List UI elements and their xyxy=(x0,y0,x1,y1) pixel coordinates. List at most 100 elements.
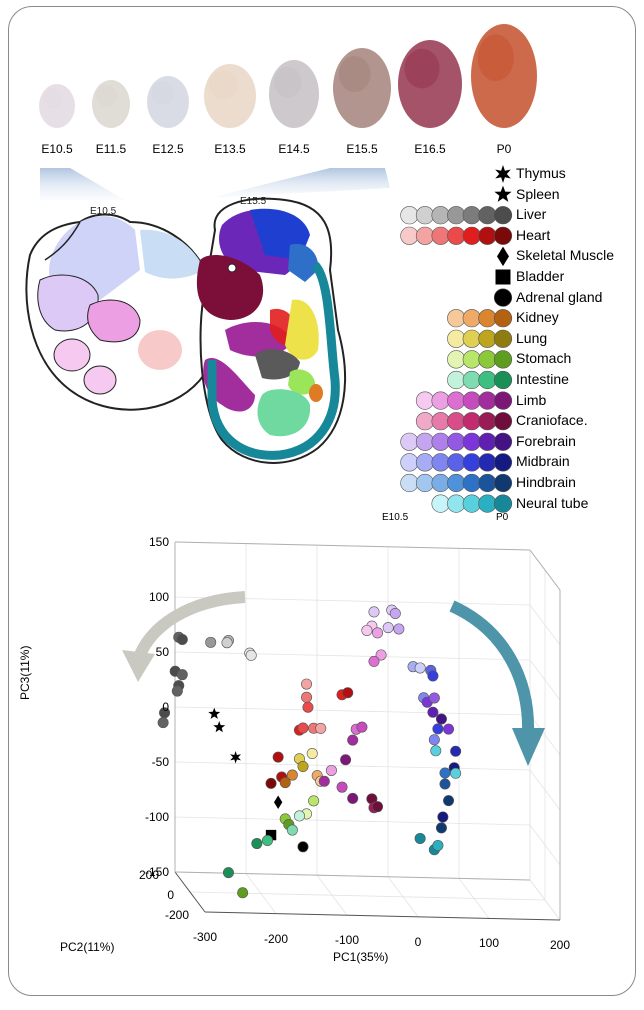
data-point xyxy=(245,649,257,661)
legend-swatch xyxy=(493,206,513,225)
data-point xyxy=(176,633,188,645)
legend-label: Midbrain xyxy=(516,453,570,470)
data-point xyxy=(318,775,330,787)
axis-edge xyxy=(174,541,531,551)
z-tick-label: 0 xyxy=(162,700,169,714)
data-point xyxy=(368,606,380,618)
data-point xyxy=(297,760,309,772)
legend-label: Liver xyxy=(516,206,547,223)
legend-label: Stomach xyxy=(516,350,572,367)
x-tick-label: 0 xyxy=(414,934,422,949)
x-axis-line xyxy=(204,911,561,921)
data-point xyxy=(450,767,462,779)
data-point xyxy=(208,707,221,719)
stage-label: E13.5 xyxy=(214,142,246,156)
data-point xyxy=(302,701,314,713)
e10-embryo-diagram xyxy=(25,213,219,411)
stage-label: E14.5 xyxy=(278,142,310,156)
grey-arrow-head xyxy=(122,650,155,682)
data-point xyxy=(372,627,384,639)
data-point xyxy=(347,792,359,804)
legend-label: Spleen xyxy=(516,185,560,202)
y-tick-label: 200 xyxy=(138,868,159,882)
data-point xyxy=(265,777,277,789)
data-point xyxy=(293,810,305,822)
legend-swatch xyxy=(493,391,513,410)
z-tick-label: 100 xyxy=(148,590,169,604)
data-point xyxy=(347,734,359,746)
legend-swatch xyxy=(493,494,513,513)
data-point xyxy=(430,745,442,757)
legend-label: Limb xyxy=(516,391,547,408)
stage-label: E16.5 xyxy=(414,142,446,156)
embryo-photo-e15-5 xyxy=(333,48,391,128)
data-point xyxy=(356,721,368,733)
embryo-photo-e13-5 xyxy=(204,64,256,128)
legend-swatch xyxy=(493,412,513,431)
data-point xyxy=(375,649,387,661)
legend-label: Skeletal Muscle xyxy=(516,247,615,264)
legend-label: Hindbrain xyxy=(516,474,576,490)
data-point xyxy=(443,795,455,807)
legend-swatch xyxy=(497,246,509,267)
z-tick-label: -100 xyxy=(144,810,169,824)
legend-label: Craniofacе. xyxy=(516,412,588,429)
stage-label: E15.5 xyxy=(346,142,378,156)
legend-swatch xyxy=(493,350,513,369)
trajectory-arrows xyxy=(122,591,545,766)
data-point xyxy=(176,669,188,681)
stage-label: E12.5 xyxy=(152,142,184,156)
data-point xyxy=(213,721,226,733)
grid-line xyxy=(174,706,531,716)
z-tick-label: -50 xyxy=(151,755,169,769)
grid-line xyxy=(174,816,531,826)
legend-swatch xyxy=(495,165,511,183)
legend-swatch xyxy=(495,269,511,285)
anatomy-diagrams: E10.5 E15.5 xyxy=(25,168,390,464)
y-tick-label: -200 xyxy=(164,908,189,922)
grey-arrow xyxy=(132,591,246,663)
data-point xyxy=(251,838,263,850)
legend-start-label: E10.5 xyxy=(382,512,409,523)
data-point xyxy=(443,723,455,735)
data-point xyxy=(297,722,309,734)
x-tick-label: -200 xyxy=(263,931,289,946)
legend-swatch xyxy=(493,226,513,245)
legend-swatch xyxy=(493,473,513,493)
legend-swatch xyxy=(493,329,513,348)
zoom-wedge-e10 xyxy=(40,168,125,200)
data-point xyxy=(325,764,337,776)
legend-swatch xyxy=(493,370,513,390)
x-tick-label: -300 xyxy=(192,930,218,944)
x-tick-label: 200 xyxy=(549,938,571,952)
legend-swatch xyxy=(494,185,512,202)
data-point xyxy=(308,795,320,807)
legend-label: Heart xyxy=(516,226,551,243)
data-point xyxy=(297,841,309,853)
data-point xyxy=(279,777,291,789)
legend-label: Bladder xyxy=(516,268,565,284)
z-tick-label: -150 xyxy=(144,865,169,879)
e15-diagram-label: E15.5 xyxy=(240,196,267,207)
z-tick-label: 50 xyxy=(155,645,169,659)
x-tick-label: 100 xyxy=(478,936,500,951)
y-axis-line xyxy=(174,871,206,913)
teal-arrow-head xyxy=(512,728,545,766)
grid-line xyxy=(189,891,546,901)
data-point xyxy=(427,670,439,682)
data-point xyxy=(439,778,451,790)
data-point xyxy=(435,713,447,725)
stage-label: E11.5 xyxy=(95,142,127,156)
embryo-photo-strip xyxy=(39,24,537,128)
data-point xyxy=(272,751,284,763)
stage-label: E10.5 xyxy=(41,142,73,156)
data-point xyxy=(342,687,354,699)
grid-line xyxy=(174,761,531,771)
data-point xyxy=(414,662,426,674)
data-point xyxy=(414,832,426,844)
data-point xyxy=(286,769,298,781)
data-point xyxy=(221,637,233,649)
embryo-photo-e16-5 xyxy=(398,40,462,128)
y-tick-label: 0 xyxy=(167,888,174,902)
